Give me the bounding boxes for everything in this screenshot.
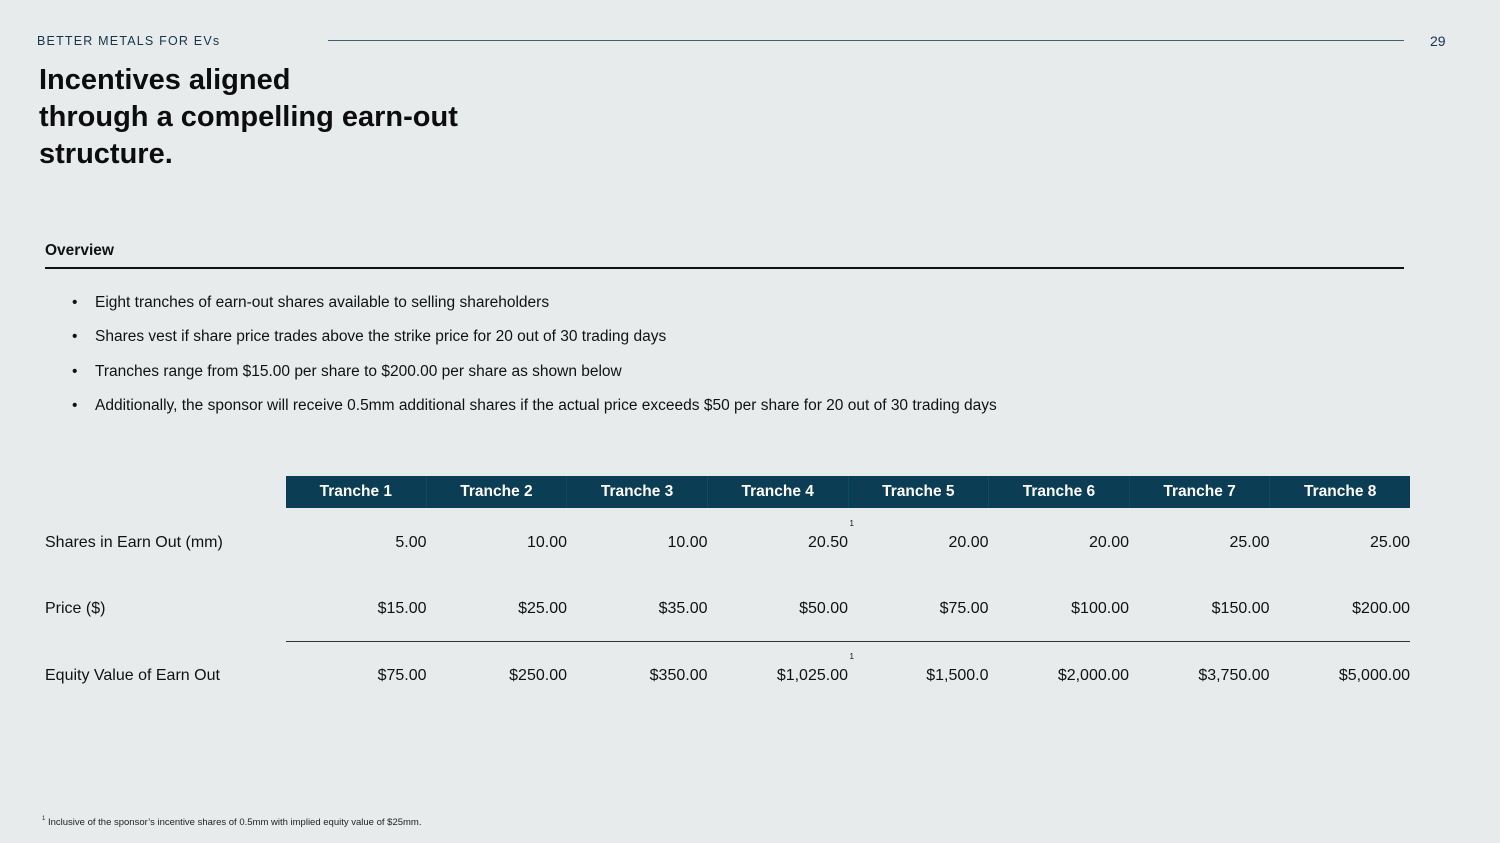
bullet-item: Shares vest if share price trades above … bbox=[72, 326, 997, 360]
column-header-tranche-6: Tranche 6 bbox=[988, 476, 1129, 508]
footnote-mark: 1 bbox=[849, 519, 854, 528]
table-cell: $2,000.00 bbox=[1057, 667, 1129, 684]
table-cell: 20.00 bbox=[948, 534, 989, 551]
overview-heading: Overview bbox=[45, 242, 114, 259]
page-title: Incentives aligned through a compelling … bbox=[39, 62, 559, 173]
table-cell: $250.00 bbox=[509, 667, 567, 684]
table-cell: $5,000.00 bbox=[1338, 667, 1410, 684]
table-cell: $350.00 bbox=[649, 667, 708, 684]
cell-value: $1,025.00 bbox=[776, 667, 848, 684]
table-cell: 25.00 bbox=[1369, 534, 1410, 551]
table-cell: $100.00 bbox=[1071, 600, 1129, 617]
column-header-tranche-7: Tranche 7 bbox=[1128, 476, 1270, 508]
table-cell: $15.00 bbox=[377, 600, 427, 617]
header-label: BETTER METALS FOR EVs bbox=[37, 34, 221, 48]
table-cell: 10.00 bbox=[667, 534, 708, 551]
table-cell: $200.00 bbox=[1352, 600, 1410, 617]
column-header-tranche-5: Tranche 5 bbox=[847, 476, 989, 508]
footnote-mark: 1 bbox=[849, 652, 854, 661]
table-cell: $1,500.0 bbox=[926, 667, 989, 684]
table-cell: 25.00 bbox=[1229, 534, 1270, 551]
page-title-line-1: Incentives aligned bbox=[39, 64, 291, 96]
overview-bullet-list: Eight tranches of earn-out shares availa… bbox=[72, 292, 997, 429]
table-cell: $3,750.00 bbox=[1198, 667, 1270, 684]
row-label: Price ($) bbox=[45, 600, 106, 617]
header-divider bbox=[328, 40, 1404, 41]
footnote: 1 Inclusive of the sponsor’s incentive s… bbox=[42, 816, 422, 828]
column-header-tranche-8: Tranche 8 bbox=[1269, 476, 1410, 508]
table-cell: 10.00 bbox=[526, 534, 567, 551]
bullet-item: Additionally, the sponsor will receive 0… bbox=[72, 395, 997, 429]
table-total-divider bbox=[286, 641, 1410, 642]
cell-value: 20.50 bbox=[807, 534, 848, 551]
column-header-tranche-1: Tranche 1 bbox=[319, 483, 392, 500]
table-row-shares: Shares in Earn Out (mm) 5.00 10.00 10.00… bbox=[45, 520, 1410, 555]
footnote-number: 1 bbox=[42, 816, 46, 822]
column-header-tranche-4: Tranche 4 bbox=[706, 476, 848, 508]
page-title-line-2: through a compelling earn-out bbox=[39, 101, 458, 133]
table-cell: 5.00 bbox=[395, 534, 427, 551]
table-cell: $50.00 bbox=[799, 600, 848, 617]
table-cell: 20.00 bbox=[1088, 534, 1129, 551]
table-cell-footnoted: $1,025.00 1 bbox=[708, 653, 854, 688]
table-row-equity-value: Equity Value of Earn Out $75.00 $250.00 … bbox=[45, 653, 1410, 688]
page-number: 29 bbox=[1430, 33, 1446, 49]
column-header-tranche-3: Tranche 3 bbox=[566, 476, 707, 508]
table-cell: $150.00 bbox=[1211, 600, 1270, 617]
table-cell: $75.00 bbox=[377, 667, 427, 684]
table-cell: $75.00 bbox=[939, 600, 989, 617]
table-cell: $25.00 bbox=[518, 600, 567, 617]
row-label: Equity Value of Earn Out bbox=[45, 667, 220, 684]
earnout-table-header: Tranche 1 Tranche 2 Tranche 3 Tranche 4 … bbox=[286, 476, 1410, 508]
table-cell-footnoted: 20.50 1 bbox=[708, 520, 854, 555]
column-header-tranche-2: Tranche 2 bbox=[425, 476, 567, 508]
footnote-text: Inclusive of the sponsor’s incentive sha… bbox=[47, 817, 422, 828]
table-row-price: Price ($) $15.00 $25.00 $35.00 $50.00 $7… bbox=[45, 597, 1410, 621]
bullet-item: Eight tranches of earn-out shares availa… bbox=[72, 292, 997, 326]
overview-divider bbox=[45, 267, 1404, 269]
page-title-line-3: structure. bbox=[39, 138, 173, 170]
row-label: Shares in Earn Out (mm) bbox=[45, 534, 223, 551]
table-cell: $35.00 bbox=[658, 600, 708, 617]
bullet-item: Tranches range from $15.00 per share to … bbox=[72, 361, 997, 395]
